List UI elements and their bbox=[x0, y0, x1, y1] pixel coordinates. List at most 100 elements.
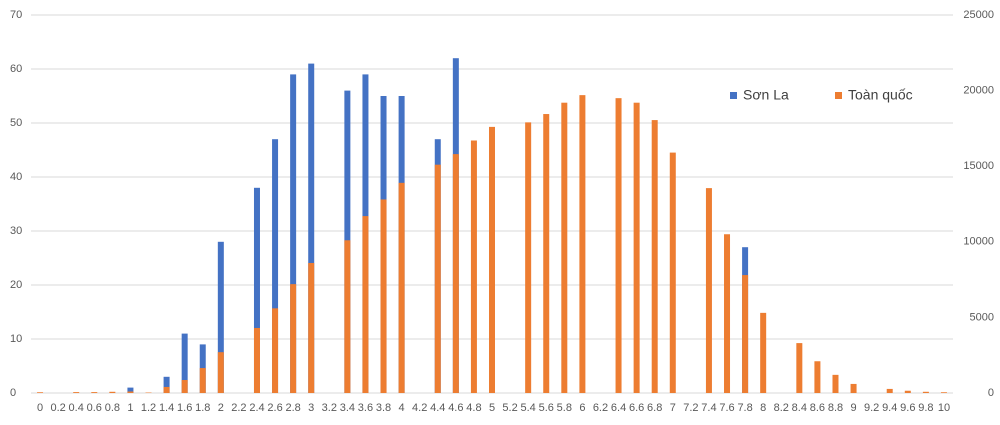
x-tick-label: 9.4 bbox=[882, 402, 897, 414]
bar bbox=[308, 263, 314, 393]
x-tick-label: 4 bbox=[399, 402, 405, 414]
bar bbox=[471, 140, 477, 393]
x-tick-label: 0.4 bbox=[69, 402, 84, 414]
bar bbox=[905, 391, 911, 393]
bar bbox=[814, 361, 820, 393]
bar bbox=[561, 103, 567, 393]
x-tick-label: 3 bbox=[308, 402, 314, 414]
x-tick-label: 2.2 bbox=[231, 402, 246, 414]
x-tick-label: 4.2 bbox=[412, 402, 427, 414]
x-tick-label: 3.2 bbox=[322, 402, 337, 414]
y2-tick-label: 0 bbox=[988, 387, 994, 399]
x-tick-label: 0.6 bbox=[87, 402, 102, 414]
x-tick-label: 8 bbox=[760, 402, 766, 414]
x-tick-label: 9.8 bbox=[918, 402, 933, 414]
bar bbox=[37, 392, 43, 393]
x-tick-label: 6.2 bbox=[593, 402, 608, 414]
y-tick-label: 50 bbox=[10, 117, 22, 129]
bar bbox=[381, 199, 387, 393]
y2-tick-label: 25000 bbox=[963, 9, 994, 21]
bar bbox=[290, 284, 296, 393]
bar bbox=[73, 392, 79, 393]
x-tick-label: 3.4 bbox=[340, 402, 355, 414]
bar bbox=[525, 122, 531, 393]
x-tick-label: 6.4 bbox=[611, 402, 626, 414]
x-tick-label: 1.6 bbox=[177, 402, 192, 414]
x-tick-label: 5.2 bbox=[502, 402, 517, 414]
x-tick-label: 0.8 bbox=[105, 402, 120, 414]
bar bbox=[218, 352, 224, 393]
bar bbox=[453, 154, 459, 393]
bar bbox=[399, 183, 405, 393]
bar bbox=[941, 392, 947, 393]
bar bbox=[923, 392, 929, 393]
x-tick-label: 1.8 bbox=[195, 402, 210, 414]
y-tick-label: 20 bbox=[10, 279, 22, 291]
bar bbox=[362, 216, 368, 393]
bar bbox=[127, 391, 133, 393]
x-tick-label: 7 bbox=[670, 402, 676, 414]
bar bbox=[652, 120, 658, 393]
bar bbox=[670, 153, 676, 393]
x-tick-label: 8.2 bbox=[774, 402, 789, 414]
y-tick-label: 0 bbox=[10, 387, 16, 399]
y2-tick-label: 10000 bbox=[963, 236, 994, 248]
bar bbox=[634, 103, 640, 393]
bar bbox=[579, 95, 585, 393]
x-tick-label: 6 bbox=[579, 402, 585, 414]
bar bbox=[435, 165, 441, 393]
x-tick-label: 2.6 bbox=[267, 402, 282, 414]
bar bbox=[724, 234, 730, 393]
bar bbox=[760, 313, 766, 393]
bar bbox=[109, 392, 115, 393]
x-tick-label: 9.2 bbox=[864, 402, 879, 414]
y-tick-label: 10 bbox=[10, 333, 22, 345]
x-tick-label: 10 bbox=[938, 402, 950, 414]
legend-swatch bbox=[835, 92, 842, 99]
x-tick-label: 0.2 bbox=[50, 402, 65, 414]
bar bbox=[796, 343, 802, 393]
x-tick-label: 5.4 bbox=[521, 402, 536, 414]
x-tick-label: 5.8 bbox=[557, 402, 572, 414]
x-tick-label: 8.8 bbox=[828, 402, 843, 414]
legend-label: Sơn La bbox=[743, 87, 789, 103]
x-tick-label: 5 bbox=[489, 402, 495, 414]
bar bbox=[851, 384, 857, 393]
x-tick-label: 4.4 bbox=[430, 402, 445, 414]
bar bbox=[832, 375, 838, 393]
x-tick-label: 2.8 bbox=[285, 402, 300, 414]
x-tick-label: 3.6 bbox=[358, 402, 373, 414]
x-tick-label: 1 bbox=[127, 402, 133, 414]
x-tick-label: 0 bbox=[37, 402, 43, 414]
x-tick-label: 2.4 bbox=[249, 402, 264, 414]
x-tick-label: 5.6 bbox=[539, 402, 554, 414]
bar bbox=[182, 380, 188, 393]
x-tick-label: 4.8 bbox=[466, 402, 481, 414]
bar bbox=[91, 392, 97, 393]
bar bbox=[164, 387, 170, 393]
legend-label: Toàn quốc bbox=[848, 87, 913, 103]
x-tick-label: 1.4 bbox=[159, 402, 174, 414]
x-tick-label: 1.2 bbox=[141, 402, 156, 414]
y-tick-label: 70 bbox=[10, 9, 22, 21]
y-tick-label: 30 bbox=[10, 225, 22, 237]
x-tick-label: 6.6 bbox=[629, 402, 644, 414]
y2-tick-label: 5000 bbox=[970, 311, 994, 323]
x-tick-label: 4.6 bbox=[448, 402, 463, 414]
bar bbox=[254, 328, 260, 393]
bar bbox=[489, 127, 495, 393]
bar bbox=[344, 240, 350, 393]
x-tick-label: 8.4 bbox=[792, 402, 807, 414]
x-tick-label: 7.8 bbox=[737, 402, 752, 414]
x-tick-label: 6.8 bbox=[647, 402, 662, 414]
y-tick-label: 60 bbox=[10, 63, 22, 75]
x-tick-label: 7.6 bbox=[719, 402, 734, 414]
bar bbox=[706, 188, 712, 393]
bar bbox=[616, 98, 622, 393]
bar bbox=[742, 275, 748, 393]
y2-tick-label: 20000 bbox=[963, 85, 994, 97]
legend-swatch bbox=[730, 92, 737, 99]
x-tick-label: 2 bbox=[218, 402, 224, 414]
y2-tick-label: 15000 bbox=[963, 160, 994, 172]
